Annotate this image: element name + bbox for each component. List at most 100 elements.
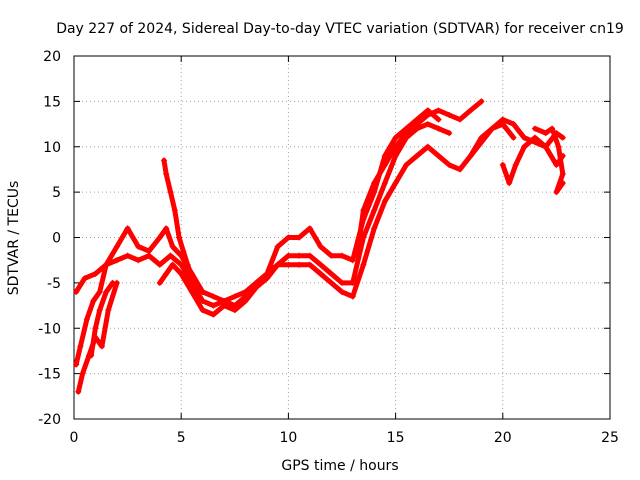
data-point (274, 243, 281, 250)
data-point (285, 252, 292, 259)
data-point (456, 166, 463, 173)
data-point (210, 311, 217, 318)
data-point (161, 157, 168, 164)
y-tick-label: -10 (38, 321, 61, 337)
data-point (98, 343, 105, 350)
data-point (73, 288, 80, 295)
data-point (403, 130, 410, 137)
data-point (178, 270, 185, 277)
y-tick-label: 15 (43, 94, 61, 110)
data-point (163, 270, 170, 277)
data-point (176, 234, 183, 241)
x-tick-label: 20 (494, 430, 512, 446)
data-point (510, 134, 517, 141)
data-point (146, 252, 153, 259)
data-point (242, 298, 249, 305)
data-point (274, 261, 281, 268)
data-point (542, 143, 549, 150)
data-point (221, 302, 228, 309)
data-point (392, 134, 399, 141)
data-point (317, 243, 324, 250)
data-point (531, 134, 538, 141)
data-point (446, 161, 453, 168)
data-point (317, 270, 324, 277)
data-point (371, 180, 378, 187)
data-point (285, 234, 292, 241)
data-point (392, 143, 399, 150)
data-point (103, 288, 110, 295)
data-point (169, 261, 176, 268)
series-sat-f (161, 157, 197, 286)
data-point (88, 352, 95, 359)
data-point (521, 134, 528, 141)
data-point (414, 121, 421, 128)
data-point (178, 261, 185, 268)
data-point (521, 143, 528, 150)
data-point (371, 207, 378, 214)
data-point (306, 252, 313, 259)
data-point (171, 207, 178, 214)
data-point (113, 243, 120, 250)
data-point (446, 130, 453, 137)
data-point (109, 279, 116, 286)
data-point (92, 270, 99, 277)
grid (74, 56, 610, 419)
data-point (339, 288, 345, 295)
x-tick-label: 15 (387, 430, 405, 446)
data-point (435, 152, 442, 159)
data-point (317, 261, 324, 268)
data-point (96, 288, 103, 295)
data-point (306, 225, 313, 232)
data-point (81, 275, 88, 282)
data-point (210, 302, 217, 309)
y-tick-label: 0 (52, 231, 61, 247)
data-point (135, 243, 142, 250)
data-point (403, 161, 410, 168)
data-point (414, 152, 421, 159)
y-tick-label: 20 (43, 49, 61, 65)
data-point (456, 116, 463, 123)
data-point (467, 107, 474, 114)
data-point (75, 388, 82, 395)
data-point (435, 107, 442, 114)
data-point (559, 180, 566, 187)
x-tick-label: 10 (279, 430, 297, 446)
data-point (124, 252, 131, 259)
data-point (381, 161, 388, 168)
data-point (231, 293, 238, 300)
data-point (354, 252, 361, 259)
data-point (90, 298, 97, 305)
data-point (263, 275, 270, 282)
data-point (467, 152, 474, 159)
series-group (73, 98, 566, 395)
data-point (167, 189, 174, 196)
data-point (113, 257, 120, 264)
data-point (549, 125, 556, 132)
data-point (339, 279, 345, 286)
data-point (559, 134, 566, 141)
y-tick-label: 10 (43, 140, 61, 156)
data-point (381, 198, 388, 205)
x-axis-label: GPS time / hours (281, 458, 398, 474)
data-point (424, 143, 431, 150)
y-tick-labels: -20 -15 -10 -5 0 5 10 15 20 (38, 49, 61, 428)
y-tick-label: 5 (52, 185, 61, 201)
data-point (167, 252, 174, 259)
data-point (510, 121, 517, 128)
data-point (156, 234, 163, 241)
data-point (73, 361, 80, 368)
data-point (77, 343, 84, 350)
data-point (392, 152, 399, 159)
series-sat-i (500, 135, 566, 186)
y-tick-label: -15 (38, 367, 61, 383)
data-point (184, 261, 191, 268)
data-point (360, 207, 367, 214)
data-point (105, 307, 112, 314)
y-tick-label: -20 (38, 412, 61, 428)
data-point (499, 161, 506, 168)
y-tick-label: -5 (47, 276, 61, 292)
data-point (489, 125, 496, 132)
data-point (163, 170, 170, 177)
data-point (96, 307, 103, 314)
